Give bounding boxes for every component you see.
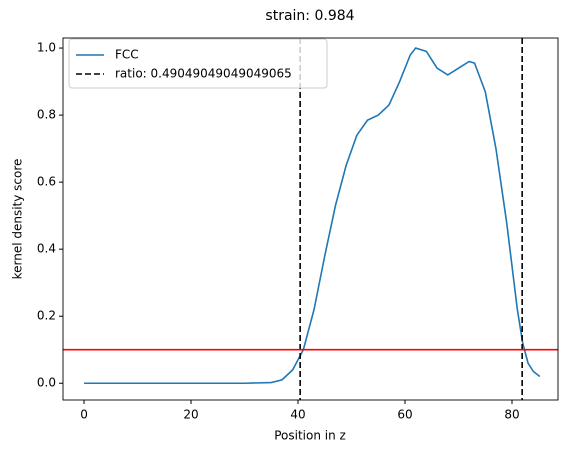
- x-tick-label: 60: [397, 408, 412, 422]
- y-tick-label: 0.6: [37, 175, 56, 189]
- y-tick-label: 1.0: [37, 41, 56, 55]
- x-tick-label: 20: [183, 408, 198, 422]
- x-tick-label: 0: [80, 408, 88, 422]
- legend-label: ratio: 0.49049049049049065: [115, 67, 292, 81]
- data-line: [84, 47, 541, 385]
- chart-title: strain: 0.984: [265, 8, 354, 24]
- y-axis-label: kernel density score: [11, 159, 25, 280]
- x-tick-label: 40: [290, 408, 305, 422]
- legend-box: [68, 38, 328, 89]
- legend-label: FCC: [115, 48, 139, 62]
- plot-frame: [62, 37, 559, 401]
- y-tick-label: 0.2: [37, 309, 56, 323]
- y-tick-label: 0.0: [37, 376, 56, 390]
- y-tick-label: 0.8: [37, 108, 56, 122]
- x-tick-label: 80: [504, 408, 519, 422]
- x-axis-label: Position in z: [274, 429, 346, 443]
- y-tick-label: 0.4: [37, 242, 56, 256]
